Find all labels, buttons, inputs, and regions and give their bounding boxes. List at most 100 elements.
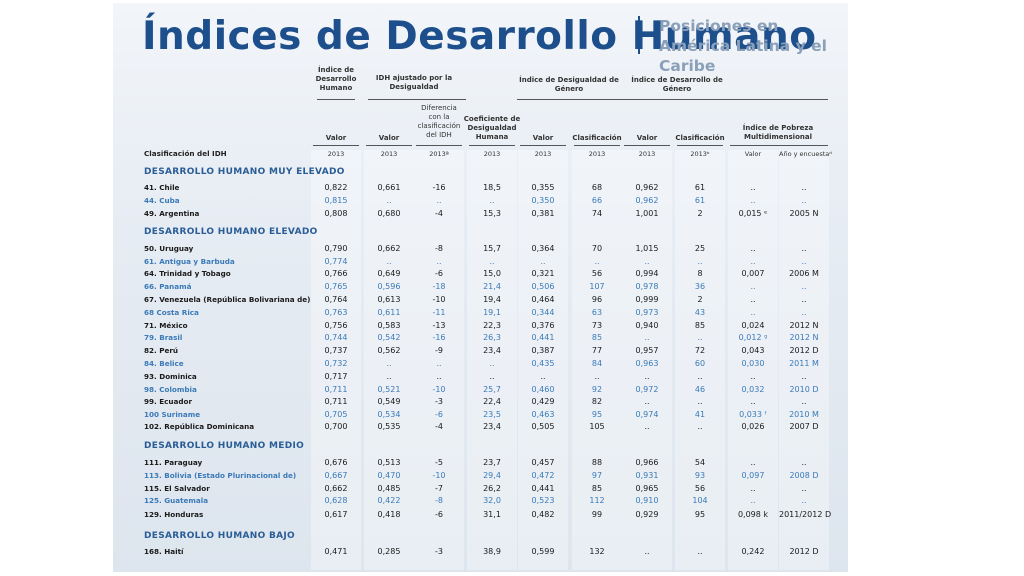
cell: 0,441 (531, 333, 555, 342)
cell: -6 (435, 410, 443, 419)
section-title: DESARROLLO HUMANO BAJO (144, 531, 296, 541)
cell: 0,321 (531, 269, 555, 278)
cell: 0,344 (531, 308, 555, 317)
cell: 0,790 (324, 244, 348, 253)
divider (638, 16, 640, 54)
row-name: 100 Suriname (144, 410, 201, 419)
cell: 0,376 (531, 321, 555, 330)
cell: 0,032 (741, 385, 765, 394)
year: 2013 (380, 150, 398, 158)
cell: 0,667 (324, 471, 348, 480)
cell: .. (540, 372, 546, 381)
cell: 0,680 (377, 209, 401, 218)
cell: 88 (591, 458, 603, 467)
cell: .. (644, 422, 650, 431)
cell: 0,472 (531, 471, 555, 480)
cell: 0,098 k (737, 510, 769, 519)
cell: -16 (432, 333, 446, 342)
row-name: 99. Ecuador (144, 397, 192, 406)
cell: 43 (694, 308, 706, 317)
cell: 96 (591, 295, 603, 304)
cell: 2 (697, 295, 703, 304)
cell: 0,732 (324, 359, 348, 368)
cell: 0,485 (377, 484, 401, 493)
row-name: 93. Dominica (144, 372, 197, 381)
year: Valor (744, 150, 762, 158)
cell: 0,418 (377, 510, 401, 519)
cell: .. (801, 282, 807, 291)
cell: 0,978 (635, 282, 659, 291)
cell: 73 (591, 321, 603, 330)
rule (677, 145, 723, 146)
cell: 8 (697, 269, 703, 278)
rule (416, 145, 462, 146)
cell: 0,744 (324, 333, 348, 342)
row-name: 115. El Salvador (144, 484, 210, 493)
rule (574, 145, 620, 146)
cell: .. (436, 359, 442, 368)
cell: 0,535 (377, 422, 401, 431)
row-name: 82. Perú (144, 346, 179, 355)
cell: .. (750, 196, 756, 205)
row-name: 102. República Dominicana (144, 422, 255, 431)
cell: .. (489, 359, 495, 368)
row-name: 113. Bolivia (Estado Plurinacional de) (144, 471, 297, 480)
sub-header: Coeficiente de Desigualdad Humana (463, 115, 521, 141)
cell: 2012 D (789, 547, 819, 556)
cell: 0,974 (635, 410, 659, 419)
cell: .. (801, 196, 807, 205)
title: Índices de Desarrollo Humano (142, 14, 817, 59)
group-header: IDH ajustado por la Desigualdad (375, 74, 453, 91)
cell: 0,774 (324, 257, 348, 266)
cell: .. (750, 484, 756, 493)
cell: .. (750, 496, 756, 505)
cell: 26,2 (483, 484, 501, 493)
cell: 72 (694, 346, 706, 355)
cell: 0,350 (531, 196, 555, 205)
cell: 2012 N (789, 321, 819, 330)
cell: 95 (591, 410, 603, 419)
cell: .. (697, 372, 703, 381)
cell: .. (644, 397, 650, 406)
cell: 0,523 (531, 496, 555, 505)
sub-header: Valor (325, 134, 347, 142)
rule (366, 145, 412, 146)
cell: .. (489, 196, 495, 205)
rule (624, 145, 670, 146)
column-band (364, 150, 414, 570)
cell: .. (750, 282, 756, 291)
cell: 2 (697, 209, 703, 218)
cell: 0,435 (531, 359, 555, 368)
cell: 0,583 (377, 321, 401, 330)
cell: .. (489, 372, 495, 381)
column-band (779, 150, 829, 570)
cell: 0,705 (324, 410, 348, 419)
cell: 0,808 (324, 209, 348, 218)
cell: 107 (589, 282, 605, 291)
cell: 0,030 (741, 359, 765, 368)
rule (313, 145, 359, 146)
cell: -8 (435, 496, 443, 505)
column-band (467, 150, 517, 570)
column-band (311, 150, 361, 570)
cell: 2012 N (789, 333, 819, 342)
cell: .. (750, 397, 756, 406)
cell: 2011/2012 D (779, 510, 832, 519)
cell: 0,534 (377, 410, 401, 419)
cell: 0,763 (324, 308, 348, 317)
cell: .. (644, 333, 650, 342)
cell: 54 (694, 458, 706, 467)
cell: -10 (432, 295, 446, 304)
row-name: 49. Argentina (144, 209, 200, 218)
cell: 0,513 (377, 458, 401, 467)
cell: -10 (432, 385, 446, 394)
cell: 0,931 (635, 471, 659, 480)
sub-header: Índice de Pobreza Multidimensional (742, 124, 814, 141)
cell: 2010 M (789, 410, 819, 419)
cell: -3 (435, 547, 443, 556)
cell: 0,756 (324, 321, 348, 330)
cell: 0,460 (531, 385, 555, 394)
cell: 0,966 (635, 458, 659, 467)
cell: 18,5 (483, 183, 501, 192)
cell: 68 (591, 183, 603, 192)
